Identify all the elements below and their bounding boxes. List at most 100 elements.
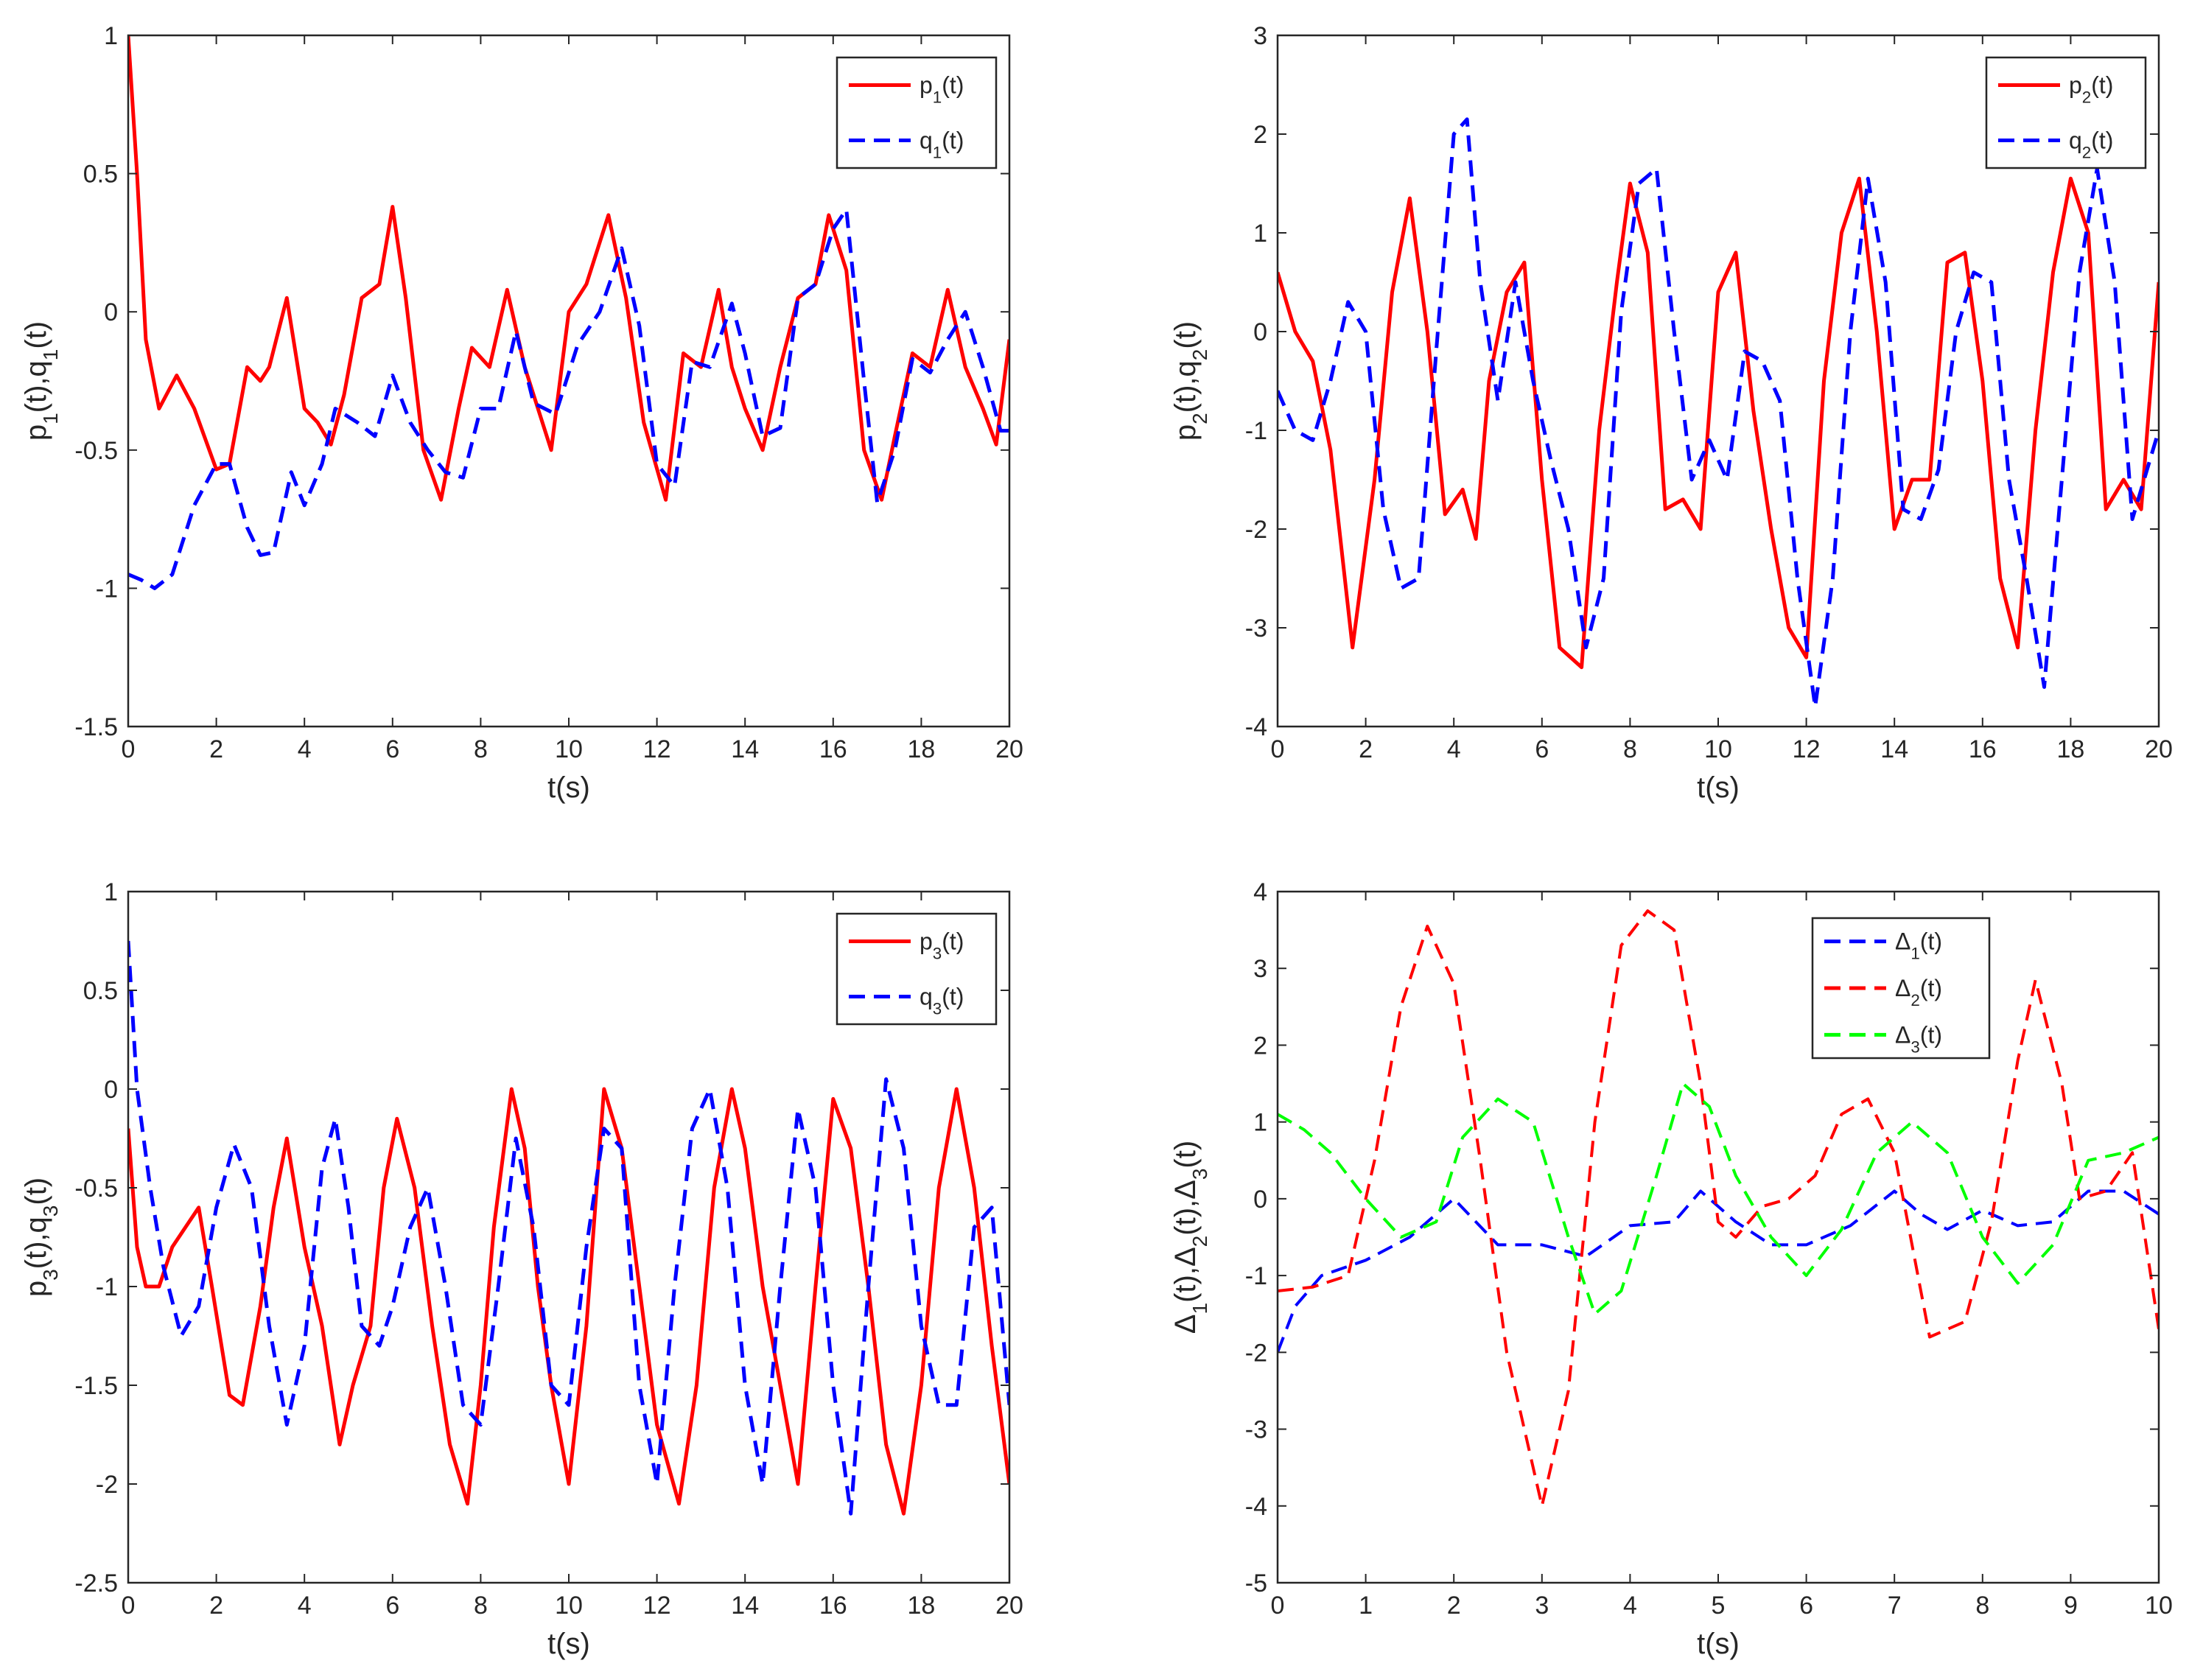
x-tick-label: 18: [2056, 735, 2084, 763]
y-tick-label: 0: [104, 298, 118, 326]
x-tick-label: 4: [1623, 1592, 1637, 1620]
x-tick-label: 18: [907, 1592, 935, 1620]
x-tick-label: 12: [643, 1592, 671, 1620]
y-tick-label: 1: [1253, 1109, 1267, 1137]
legend: Δ1(t) Δ2(t) Δ3(t): [1811, 917, 1991, 1060]
x-tick-label: 6: [385, 735, 399, 763]
y-tick-label: -1: [96, 575, 118, 603]
x-tick-label: 2: [209, 735, 223, 763]
x-tick-label: 14: [731, 735, 759, 763]
legend-label: p3(t): [920, 928, 964, 963]
x-tick-label: 8: [474, 735, 488, 763]
legend: p2(t) q2(t): [1985, 56, 2147, 169]
x-tick-label: 4: [298, 735, 312, 763]
legend-label: p2(t): [2069, 72, 2113, 107]
x-axis-label: t(s): [1697, 1628, 1740, 1660]
series-line-p1: [128, 35, 1009, 502]
x-tick-label: 20: [2145, 735, 2173, 763]
legend-label: Δ1(t): [1895, 928, 1942, 963]
x-tick-label: 20: [995, 735, 1023, 763]
y-tick-label: -2: [1245, 1339, 1267, 1367]
legend-box: [1811, 917, 1991, 1060]
chart-panel-4: 0 1 2 3 4 5 6 7 8 9 10-5-4-3-2-101234t(s)Δ1(t),Δ2(…: [1169, 878, 2173, 1660]
x-axis-label: t(s): [1697, 771, 1740, 804]
x-tick-label: 6: [385, 1592, 399, 1620]
y-tick-label: -1: [1245, 417, 1267, 445]
y-tick-label: 0.5: [83, 977, 118, 1005]
y-tick-label: -0.5: [74, 437, 118, 465]
y-tick-label: 1: [104, 22, 118, 50]
x-tick-label: 16: [1969, 735, 1997, 763]
x-tick-label: 6: [1535, 735, 1549, 763]
series-line-q3: [128, 940, 1009, 1516]
x-tick-label: 2: [1447, 1592, 1461, 1620]
y-tick-label: 2: [1253, 121, 1267, 149]
y-tick-label: 0: [1253, 318, 1267, 346]
x-axis-label: t(s): [547, 771, 590, 804]
legend-label: p1(t): [920, 72, 964, 107]
legend-label: q3(t): [920, 984, 964, 1018]
legend-box: [1985, 56, 2147, 169]
y-tick-label: 3: [1253, 955, 1267, 983]
x-tick-label: 10: [555, 1592, 583, 1620]
x-tick-label: 0: [1271, 1592, 1285, 1620]
x-tick-label: 6: [1799, 1592, 1813, 1620]
y-tick-label: -5: [1245, 1569, 1267, 1597]
y-tick-label: -4: [1245, 1493, 1267, 1521]
x-tick-label: 8: [1975, 1592, 1989, 1620]
y-tick-label: -2: [1245, 516, 1267, 544]
series-line-delta2: [1278, 909, 2159, 1508]
x-tick-label: 0: [122, 1592, 136, 1620]
x-tick-label: 4: [298, 1592, 312, 1620]
chart-panel-2: 0 2 4 6 8 10 12 14 16 18 20-4-3-2-10123t(s)p2(t),q…: [1169, 22, 2173, 804]
legend-box: [836, 56, 998, 169]
y-tick-label: -2.5: [74, 1569, 118, 1597]
series-line-q2: [1278, 117, 2159, 709]
y-tick-label: 0: [1253, 1186, 1267, 1214]
y-tick-label: -1.5: [74, 713, 118, 741]
legend-label: q1(t): [920, 127, 964, 162]
y-tick-label: 2: [1253, 1032, 1267, 1060]
y-tick-label: -2: [96, 1471, 118, 1499]
y-tick-label: -0.5: [74, 1175, 118, 1203]
x-tick-label: 2: [1359, 735, 1373, 763]
y-tick-label: -3: [1245, 615, 1267, 643]
x-tick-label: 8: [1623, 735, 1637, 763]
x-tick-label: 16: [819, 735, 847, 763]
y-tick-label: 1: [104, 878, 118, 906]
y-tick-label: -1: [1245, 1262, 1267, 1290]
y-tick-label: 0.5: [83, 161, 118, 189]
series-line-q1: [128, 207, 1009, 590]
y-tick-label: -1: [96, 1273, 118, 1301]
y-tick-label: -4: [1245, 713, 1267, 741]
x-tick-label: 10: [555, 735, 583, 763]
chart-panel-3: 0 2 4 6 8 10 12 14 16 18 20 -2.5 -2 -1.5 -1 -0.5 0 0.5 1 t(…: [20, 878, 1023, 1660]
x-tick-label: 10: [1704, 735, 1732, 763]
x-tick-label: 7: [1888, 1592, 1902, 1620]
x-tick-label: 3: [1535, 1592, 1549, 1620]
legend-label: Δ3(t): [1895, 1021, 1942, 1056]
chart-panel-1: 0 2 4 6 8 10 12 14 16 18 20 -1.5 -1 -0.5 0 0.5 1 t(s) p1(t…: [20, 22, 1023, 804]
y-tick-label: 0: [104, 1076, 118, 1104]
x-tick-label: 8: [474, 1592, 488, 1620]
x-tick-label: 9: [2064, 1592, 2078, 1620]
legend-box: [836, 912, 998, 1026]
legend-label: Δ2(t): [1895, 975, 1942, 1009]
x-tick-label: 20: [995, 1592, 1023, 1620]
x-axis-label: t(s): [547, 1628, 590, 1660]
x-tick-label: 14: [731, 1592, 759, 1620]
x-tick-label: 0: [1271, 735, 1285, 763]
plot-area: [1278, 892, 2159, 1583]
x-tick-label: 5: [1712, 1592, 1726, 1620]
y-tick-label: 4: [1253, 878, 1267, 906]
x-tick-label: 4: [1447, 735, 1461, 763]
x-tick-label: 16: [819, 1592, 847, 1620]
x-tick-label: 14: [1880, 735, 1908, 763]
y-tick-label: -1.5: [74, 1372, 118, 1400]
legend-label: q2(t): [2069, 127, 2113, 162]
x-tick-label: 12: [643, 735, 671, 763]
legend: p1(t) q1(t): [836, 56, 998, 169]
x-tick-label: 0: [122, 735, 136, 763]
x-tick-label: 12: [1793, 735, 1821, 763]
